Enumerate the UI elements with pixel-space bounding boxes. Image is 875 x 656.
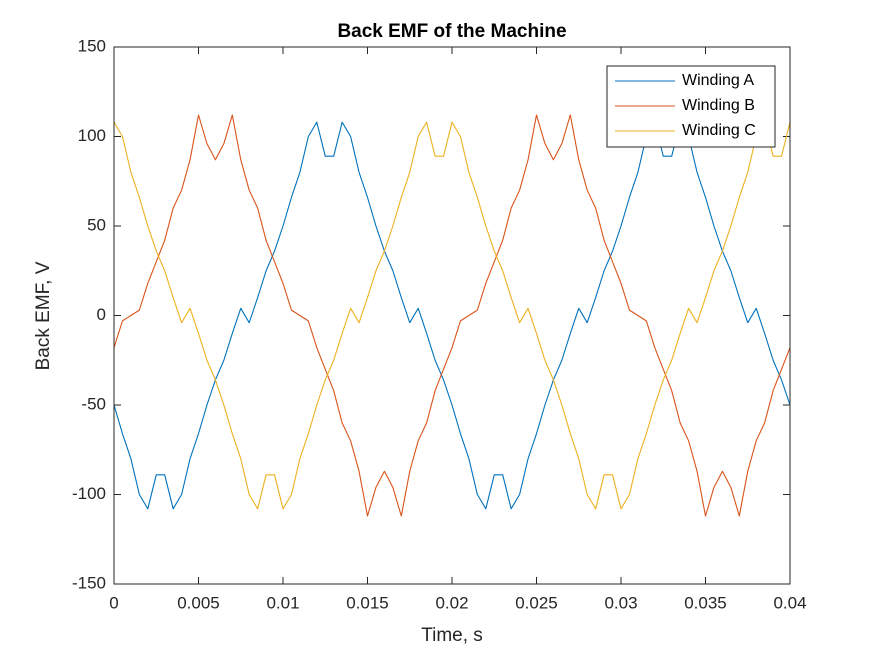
plot-frame: [113, 46, 791, 585]
x-tick-label: 0.015: [346, 593, 389, 612]
y-tick-label: -50: [81, 394, 106, 413]
x-tick-label: 0.035: [684, 593, 727, 612]
legend: Winding A Winding B Winding C: [606, 65, 776, 148]
legend-label: Winding C: [682, 122, 756, 139]
y-tick-label: -150: [72, 573, 106, 592]
data-line: [113, 121, 791, 510]
y-axis-label: Back EMF, V: [33, 261, 54, 370]
chart-title: Back EMF of the Machine: [337, 21, 566, 42]
x-tick-label: 0: [109, 593, 118, 612]
x-tick-label: 0.03: [604, 593, 637, 612]
x-tick-label: 0.005: [177, 593, 220, 612]
legend-label: Winding A: [682, 72, 754, 89]
y-tick-label: 0: [97, 305, 106, 324]
x-axis-label: Time, s: [421, 625, 483, 646]
legend-label: Winding B: [682, 97, 755, 114]
y-tick-label: 150: [78, 36, 106, 55]
y-tick-label: 50: [87, 215, 106, 234]
x-tick-label: 0.025: [515, 593, 558, 612]
x-tick-label: 0.04: [773, 593, 806, 612]
x-tick-label: 0.02: [435, 593, 468, 612]
y-tick-label: -100: [72, 484, 106, 503]
data-line: [113, 114, 791, 517]
x-tick-label: 0.01: [266, 593, 299, 612]
y-tick-label: 100: [78, 126, 106, 145]
